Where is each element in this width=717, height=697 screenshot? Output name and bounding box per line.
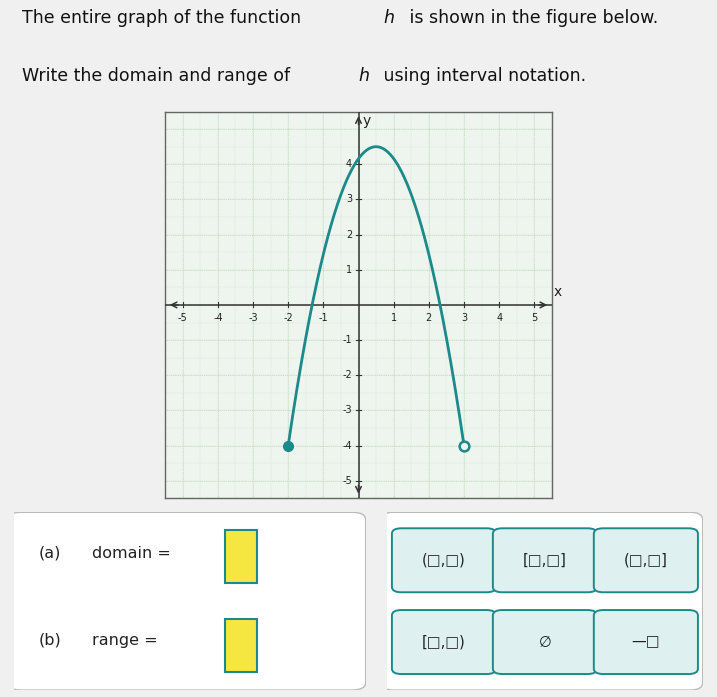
Text: (b): (b): [39, 633, 62, 648]
Text: -3: -3: [343, 406, 352, 415]
Text: -5: -5: [178, 313, 188, 323]
FancyBboxPatch shape: [7, 512, 366, 690]
Text: is shown in the figure below.: is shown in the figure below.: [404, 8, 658, 26]
Text: -2: -2: [343, 370, 352, 381]
FancyBboxPatch shape: [381, 512, 703, 690]
Text: [□,□]: [□,□]: [523, 553, 567, 568]
FancyBboxPatch shape: [493, 610, 597, 674]
Text: h: h: [358, 67, 369, 85]
FancyBboxPatch shape: [225, 530, 257, 583]
Text: Write the domain and range of: Write the domain and range of: [22, 67, 295, 85]
Text: 3: 3: [346, 194, 352, 204]
FancyBboxPatch shape: [594, 528, 698, 592]
Text: -4: -4: [343, 441, 352, 450]
Text: —□: —□: [632, 634, 660, 650]
Text: -2: -2: [283, 313, 293, 323]
Text: (□,□]: (□,□]: [624, 553, 668, 568]
Text: 2: 2: [346, 229, 352, 240]
Text: (□,□): (□,□): [422, 553, 466, 568]
Text: x: x: [554, 284, 562, 298]
Text: -3: -3: [248, 313, 258, 323]
FancyBboxPatch shape: [594, 610, 698, 674]
Text: 1: 1: [391, 313, 397, 323]
Text: using interval notation.: using interval notation.: [378, 67, 586, 85]
Text: 3: 3: [461, 313, 467, 323]
Text: 4: 4: [346, 160, 352, 169]
Text: 5: 5: [531, 313, 538, 323]
Text: [□,□): [□,□): [422, 634, 466, 650]
Text: (a): (a): [39, 546, 62, 560]
FancyBboxPatch shape: [493, 528, 597, 592]
FancyBboxPatch shape: [392, 528, 496, 592]
Text: ∅: ∅: [538, 634, 551, 650]
Text: 2: 2: [426, 313, 432, 323]
Text: The entire graph of the function: The entire graph of the function: [22, 8, 306, 26]
Text: domain =: domain =: [92, 546, 176, 560]
FancyBboxPatch shape: [225, 619, 257, 672]
Text: h: h: [384, 8, 394, 26]
Text: y: y: [363, 114, 371, 128]
Text: 1: 1: [346, 265, 352, 275]
Text: -1: -1: [343, 335, 352, 345]
Text: 4: 4: [496, 313, 502, 323]
FancyBboxPatch shape: [392, 610, 496, 674]
Text: -4: -4: [213, 313, 223, 323]
Text: range =: range =: [92, 633, 162, 648]
Text: -1: -1: [318, 313, 328, 323]
Text: -5: -5: [343, 476, 352, 486]
